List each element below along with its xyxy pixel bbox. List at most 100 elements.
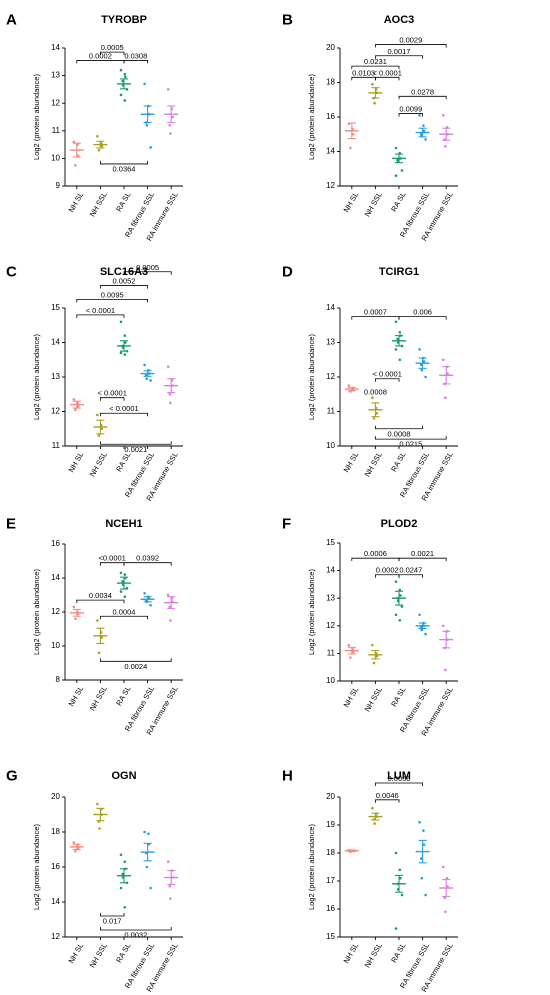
data-point: [121, 79, 124, 83]
y-tick-label: 16: [326, 112, 335, 121]
y-axis-label: Log2 (protein abundance): [32, 74, 41, 160]
y-tick-label: 16: [51, 539, 60, 548]
p-value-label: 0.0029: [399, 36, 422, 45]
y-axis-label: Log2 (protein abundance): [32, 569, 41, 655]
data-point: [72, 605, 76, 609]
panel-g: G OGN 12 14 16 18 20 Log2 (protein abundance) NH…: [6, 767, 183, 993]
significance-bracket: [375, 55, 423, 59]
significance-bracket: [100, 658, 172, 662]
p-value-label: 0.0231: [364, 57, 387, 66]
p-value-label: 0.0021: [411, 549, 434, 558]
data-point: [400, 893, 404, 897]
x-tick-label: NH SSL: [88, 684, 109, 712]
data-point: [149, 603, 152, 607]
data-point: [396, 337, 399, 341]
x-tick-label: NH SL: [67, 684, 86, 708]
y-tick-label: 13: [51, 71, 60, 80]
y-tick-label: 12: [326, 621, 335, 630]
p-value-label: 0.0103: [352, 68, 375, 77]
p-value-label: 0.0017: [388, 47, 411, 56]
y-tick-label: 14: [51, 43, 60, 52]
y-tick-label: 20: [326, 792, 335, 801]
data-point: [424, 375, 427, 379]
y-axis-label: Log2 (protein abundance): [307, 569, 316, 655]
x-tick-label: NH SL: [342, 941, 361, 965]
p-value-label: 0.0052: [113, 277, 136, 286]
y-tick-label: 9: [56, 181, 61, 190]
data-point: [371, 82, 374, 86]
y-tick-label: 18: [326, 78, 335, 87]
significance-bracket: [100, 913, 125, 917]
p-value-label: 0.0002: [376, 566, 399, 575]
data-point: [400, 605, 404, 608]
significance-bracket: [375, 782, 423, 786]
x-tick-label: NH SL: [67, 941, 86, 965]
p-value-label: < 0.0001: [86, 306, 115, 315]
data-point: [398, 868, 402, 872]
chart-title: AOC3: [384, 14, 415, 26]
p-value-label: < 0.0001: [97, 389, 126, 398]
data-point: [422, 843, 426, 846]
data-point: [149, 379, 152, 382]
p-value-label: 0.0215: [399, 440, 422, 449]
p-value-label: 0.0004: [113, 607, 136, 616]
data-point: [123, 573, 127, 576]
data-point: [123, 99, 127, 102]
data-point: [123, 334, 127, 337]
p-value-label: 0.0032: [124, 931, 147, 940]
y-tick-label: 15: [326, 538, 335, 547]
significance-bracket: [76, 599, 125, 604]
y-tick-label: 13: [326, 593, 335, 602]
data-point: [418, 613, 421, 617]
panel-letter: H: [282, 767, 293, 784]
significance-bracket: [123, 562, 172, 566]
data-point: [74, 408, 77, 412]
data-point: [420, 876, 424, 880]
data-point: [119, 571, 123, 575]
data-point: [100, 427, 104, 431]
data-point: [418, 113, 421, 117]
data-point: [398, 330, 402, 334]
data-point: [96, 802, 99, 806]
panel-e: E NCEH1 8 10 12 14 16 Log2 (protein abundance) N…: [6, 515, 183, 736]
y-axis-label: Log2 (protein abundance): [307, 824, 316, 910]
significance-bracket: [375, 799, 400, 803]
p-value-label: 0.0002: [89, 51, 112, 60]
y-axis-label: Log2 (protein abundance): [32, 334, 41, 420]
data-point: [375, 654, 379, 658]
data-point: [123, 353, 127, 356]
y-axis-label: Log2 (protein abundance): [32, 824, 41, 910]
significance-bracket: [100, 397, 125, 401]
data-point: [168, 605, 172, 609]
panel-d: D TCIRG1 10 11 12 13 14 Log2 (protein abundance…: [282, 263, 458, 502]
data-point: [166, 365, 170, 368]
y-tick-label: 18: [326, 848, 335, 857]
data-point: [74, 164, 77, 167]
data-point: [145, 865, 149, 869]
y-tick-label: 12: [326, 372, 335, 381]
y-tick-label: 19: [326, 820, 335, 829]
p-value-label: 0.0056: [388, 774, 411, 783]
y-tick-label: 20: [326, 43, 335, 52]
y-tick-label: 11: [327, 407, 336, 416]
p-value-label: < 0.0001: [372, 370, 401, 379]
x-tick-label: NH SL: [342, 450, 361, 474]
data-point: [347, 384, 351, 387]
data-point: [373, 822, 376, 825]
data-point: [74, 617, 77, 621]
y-tick-label: 15: [326, 932, 335, 941]
data-point: [145, 377, 149, 381]
data-point: [168, 884, 172, 888]
significance-bracket: [398, 574, 423, 578]
x-tick-label: NH SSL: [363, 450, 384, 478]
panel-letter: B: [282, 11, 293, 28]
significance-bracket: [375, 76, 400, 81]
data-point: [422, 124, 425, 127]
x-tick-label: NH SSL: [363, 190, 384, 218]
data-point: [166, 593, 170, 597]
significance-bracket: [375, 436, 447, 440]
p-value-label: 0.0392: [136, 554, 159, 563]
data-point: [166, 88, 170, 91]
significance-bracket: [76, 314, 125, 318]
